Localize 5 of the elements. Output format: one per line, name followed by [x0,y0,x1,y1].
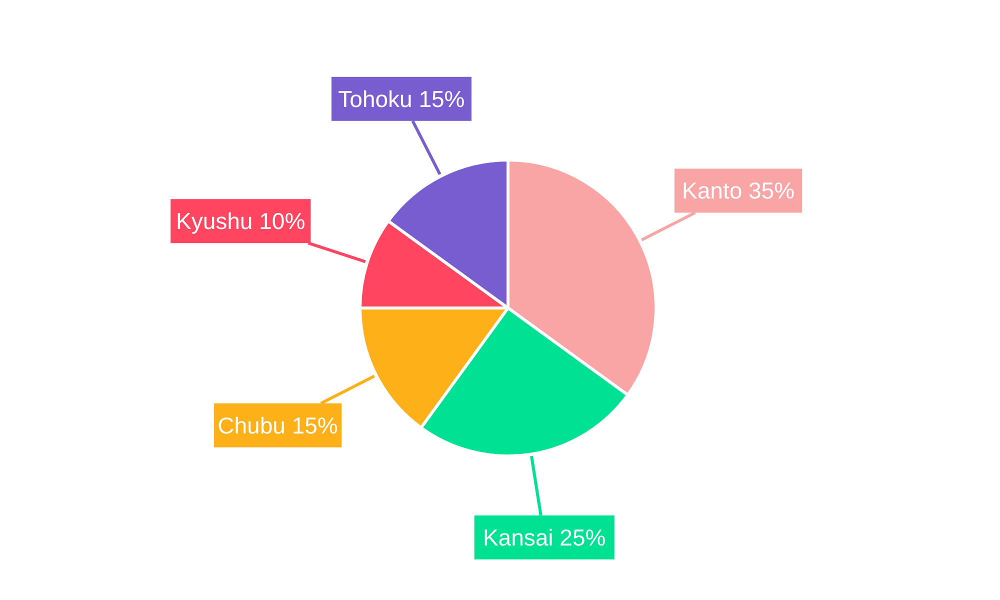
slice-label: Tohoku 15% [338,86,465,112]
slice-label: Chubu 15% [218,412,338,438]
slice-label: Kyushu 10% [176,208,306,234]
slice-label: Kanto 35% [682,178,795,204]
slice-label: Kansai 25% [482,524,606,550]
